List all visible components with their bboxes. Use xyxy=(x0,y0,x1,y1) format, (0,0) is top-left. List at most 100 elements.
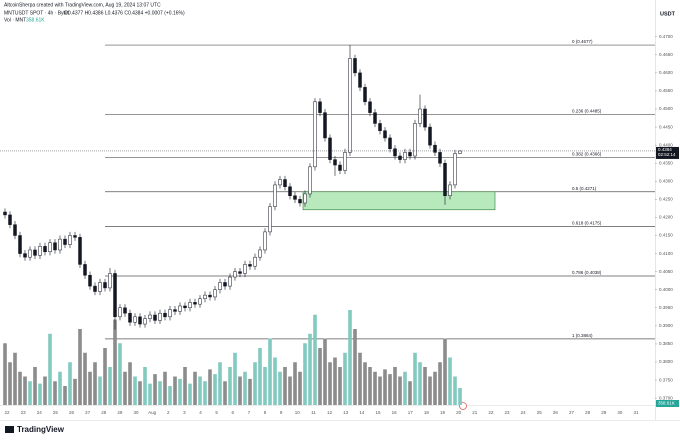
support-zone xyxy=(302,191,496,211)
y-tick-label: 0.4450 xyxy=(659,124,673,129)
candle-body xyxy=(3,211,7,216)
candle-body xyxy=(98,282,102,292)
candle-body xyxy=(378,123,382,131)
volume-bar xyxy=(358,352,362,405)
candle-body xyxy=(308,166,312,195)
candle-body xyxy=(233,271,237,278)
candle-body xyxy=(383,130,387,139)
fib-label: 0.618 (0.4175) xyxy=(572,221,602,226)
y-tick-label: 0.3700 xyxy=(659,395,673,400)
volume-bar xyxy=(378,376,382,405)
volume-bar xyxy=(368,367,372,405)
candle-body xyxy=(13,224,17,236)
x-tick-label: Aug xyxy=(148,410,157,415)
candle-body xyxy=(73,235,77,238)
volume-bar xyxy=(298,371,302,405)
volume-bar xyxy=(303,343,307,405)
volume-bar xyxy=(173,376,177,405)
x-tick-label: 24 xyxy=(37,410,43,415)
candle-body xyxy=(133,316,137,323)
volume-bar xyxy=(123,371,127,405)
x-tick-label: 31 xyxy=(633,410,639,415)
y-tick-label: 0.4050 xyxy=(659,269,673,274)
candle-body xyxy=(178,305,182,312)
x-tick-label: 29 xyxy=(601,410,607,415)
x-tick-label: 9 xyxy=(280,410,283,415)
y-tick-label: 0.4400 xyxy=(659,142,673,147)
volume-bar xyxy=(228,367,232,405)
candle-body xyxy=(253,256,257,267)
candle-body xyxy=(228,276,232,287)
volume-bar xyxy=(348,310,352,405)
volume-bar xyxy=(223,381,227,405)
volume-bar xyxy=(273,357,277,405)
candle-body xyxy=(143,318,147,325)
y-tick-label: 0.3750 xyxy=(659,377,673,382)
brand-logo: TradingView xyxy=(5,425,65,434)
candle-body xyxy=(353,58,357,74)
volume-bar xyxy=(433,371,437,405)
y-tick-label: 0.4500 xyxy=(659,106,673,111)
candle-body xyxy=(443,162,447,197)
volume-bar xyxy=(253,362,257,405)
candle-body xyxy=(433,144,437,153)
candle-body xyxy=(208,294,212,298)
y-tick-label: 0.4350 xyxy=(659,160,673,165)
candle-body xyxy=(163,312,167,318)
volume-bar xyxy=(58,371,62,405)
brand: TradingView xyxy=(17,425,65,434)
volume-bar xyxy=(268,338,272,405)
candle-body xyxy=(153,314,157,321)
fib-label: 0.236 (0.4485) xyxy=(572,109,602,114)
price-tag: 0.4384 xyxy=(658,147,672,152)
x-tick-label: 13 xyxy=(343,410,349,415)
volume-bar xyxy=(438,362,442,405)
y-tick-label: 0.3950 xyxy=(659,305,673,310)
x-tick-label: 12 xyxy=(327,410,333,415)
candle-body xyxy=(248,264,252,267)
candle-body xyxy=(48,242,52,253)
candle-body xyxy=(343,152,347,171)
x-tick-label: 28 xyxy=(585,410,591,415)
volume-bar xyxy=(233,352,237,405)
candle-body xyxy=(273,184,277,207)
symbol: MNTUSDT SPOT · 4h · Bybit xyxy=(4,10,69,16)
candle-body xyxy=(298,199,302,204)
x-tick-label: 5 xyxy=(215,410,218,415)
candle-body xyxy=(218,282,222,290)
candle-body xyxy=(293,195,297,200)
candle-body xyxy=(338,164,342,171)
volume-bar xyxy=(188,383,192,405)
fib-label: 0 (0.4677) xyxy=(572,39,593,44)
y-tick-label: 0.4000 xyxy=(659,287,673,292)
x-tick-label: 20 xyxy=(456,410,462,415)
x-tick-label: 19 xyxy=(440,410,446,415)
candle-body xyxy=(123,307,127,314)
candle-body xyxy=(198,298,202,305)
candle-body xyxy=(313,101,317,168)
candle-body xyxy=(363,87,367,103)
x-tick-label: 6 xyxy=(232,410,235,415)
x-tick-label: 30 xyxy=(134,410,140,415)
candle-body xyxy=(53,242,57,251)
volume-bar xyxy=(318,348,322,405)
x-tick-label: 24 xyxy=(521,410,527,415)
candle-body xyxy=(103,282,107,289)
candle-body xyxy=(278,179,282,186)
volume-value: 358.61K xyxy=(26,17,45,23)
volume-bar xyxy=(68,362,72,405)
volume-bar xyxy=(428,376,432,405)
volume-bar xyxy=(43,376,47,405)
candle-body xyxy=(23,253,27,258)
candle-body xyxy=(88,275,92,287)
y-tick-label: 0.4250 xyxy=(659,197,673,202)
candle-body xyxy=(318,101,322,113)
candle-body xyxy=(128,312,132,323)
candle-body xyxy=(113,273,117,318)
candle-body xyxy=(303,193,307,204)
volume-bar xyxy=(113,319,117,405)
volume-bar xyxy=(293,362,297,405)
candle-body xyxy=(188,302,192,309)
y-tick-label: 0.4200 xyxy=(659,215,673,220)
x-tick-label: 21 xyxy=(472,410,478,415)
